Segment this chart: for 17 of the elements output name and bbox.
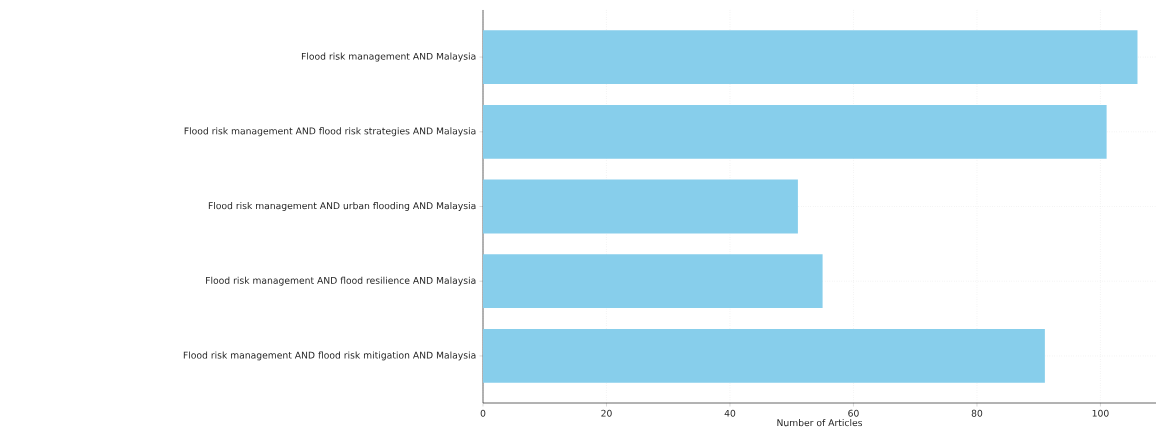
bar <box>483 104 1107 159</box>
x-tick-label: 0 <box>480 409 486 417</box>
x-tick-label: 40 <box>724 409 736 417</box>
y-tick-label: Flood risk management AND Malaysia <box>301 52 476 62</box>
y-tick-label: Flood risk management AND urban flooding AND Malaysia <box>208 202 476 211</box>
bar <box>483 329 1045 383</box>
x-tick-label: 60 <box>848 409 859 417</box>
x-tick-label: 20 <box>601 409 612 417</box>
y-tick-label: Flood risk management AND flood resilience AND Malaysia <box>206 276 476 286</box>
y-tick-label: Flood risk management AND flood risk strategies AND Malaysia <box>184 127 476 137</box>
bar <box>483 179 798 234</box>
bar <box>483 254 823 309</box>
x-tick-label: 100 <box>1092 409 1109 417</box>
x-tick-label: 80 <box>971 409 983 417</box>
y-tick-label: Flood risk management AND flood risk mitigation AND Malaysia <box>183 351 476 361</box>
bar <box>483 30 1138 84</box>
x-axis-title: Number of Articles <box>777 419 863 427</box>
